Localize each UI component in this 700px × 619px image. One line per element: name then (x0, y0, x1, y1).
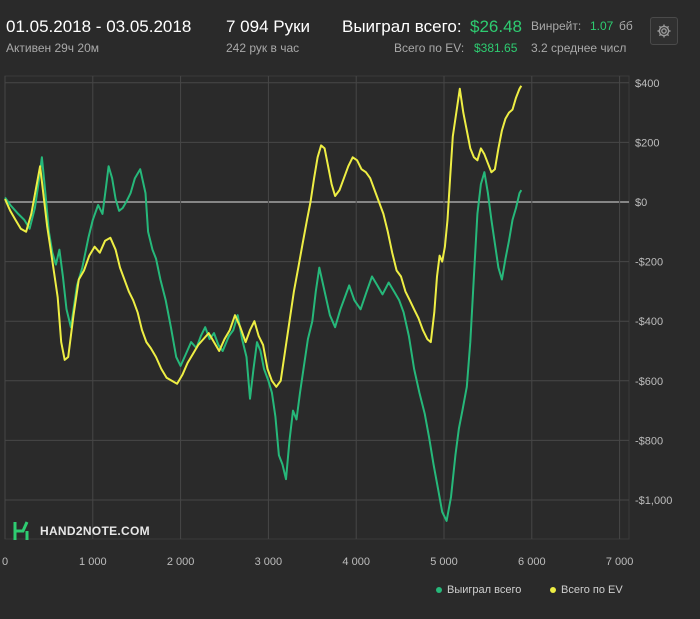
ev-total-label: Всего по EV: (394, 41, 465, 55)
y-tick-label: -$800 (635, 435, 663, 447)
winrate-unit: бб (619, 19, 633, 33)
stats-header: 01.05.2018 - 03.05.2018 Активен 29ч 20м … (0, 0, 700, 62)
x-tick-label: 4 000 (342, 556, 370, 568)
y-tick-label: -$1,000 (635, 495, 672, 507)
x-tick-label: 7 000 (606, 556, 634, 568)
gear-icon (657, 24, 671, 38)
y-tick-label: $0 (635, 197, 647, 209)
hands-per-hour: 242 рук в час (226, 41, 300, 55)
ev-total-value: $381.65 (474, 41, 518, 55)
series-line-won (4, 156, 523, 522)
y-tick-label: $200 (635, 137, 659, 149)
x-tick-label: 0 (2, 556, 8, 568)
active-time: Активен 29ч 20м (6, 41, 99, 55)
plot-area (4, 75, 630, 540)
hand2note-logo-icon (13, 521, 29, 540)
x-tick-label: 2 000 (167, 556, 195, 568)
y-tick-label: -$400 (635, 316, 663, 328)
y-tick-label: -$600 (635, 376, 663, 388)
profit-chart: $400 $200 $0 -$200 -$400 -$600 -$800 -$1,000 0 1 … (2, 75, 672, 568)
legend-ev: Всего по EV (550, 584, 623, 596)
legend-ev-marker (550, 587, 556, 594)
legend-won-label: Выиграл всего (447, 584, 522, 596)
brand-text: HAND2NOTE.COM (40, 524, 150, 538)
won-total-label: Выиграл всего: (342, 17, 462, 36)
y-tick-label: -$200 (635, 257, 663, 269)
legend-won: Выиграл всего (436, 584, 521, 596)
legend-ev-label: Всего по EV (561, 584, 623, 596)
date-range: 01.05.2018 - 03.05.2018 (6, 17, 192, 36)
series-line-ev (4, 85, 523, 388)
x-tick-label: 5 000 (430, 556, 458, 568)
x-tick-label: 1 000 (79, 556, 107, 568)
legend-won-marker (436, 587, 442, 594)
x-tick-label: 3 000 (255, 556, 283, 568)
hands-count: 7 094 Руки (226, 17, 311, 36)
won-total-value: $26.48 (470, 17, 522, 36)
winrate-value: 1.07 (590, 19, 614, 33)
brand-watermark: HAND2NOTE.COM (12, 520, 150, 542)
average-text: 3.2 среднее числ (531, 41, 627, 55)
x-tick-label: 6 000 (518, 556, 546, 568)
y-tick-label: $400 (635, 78, 659, 90)
settings-button[interactable] (650, 17, 678, 45)
winrate-label: Винрейт: (531, 19, 582, 33)
